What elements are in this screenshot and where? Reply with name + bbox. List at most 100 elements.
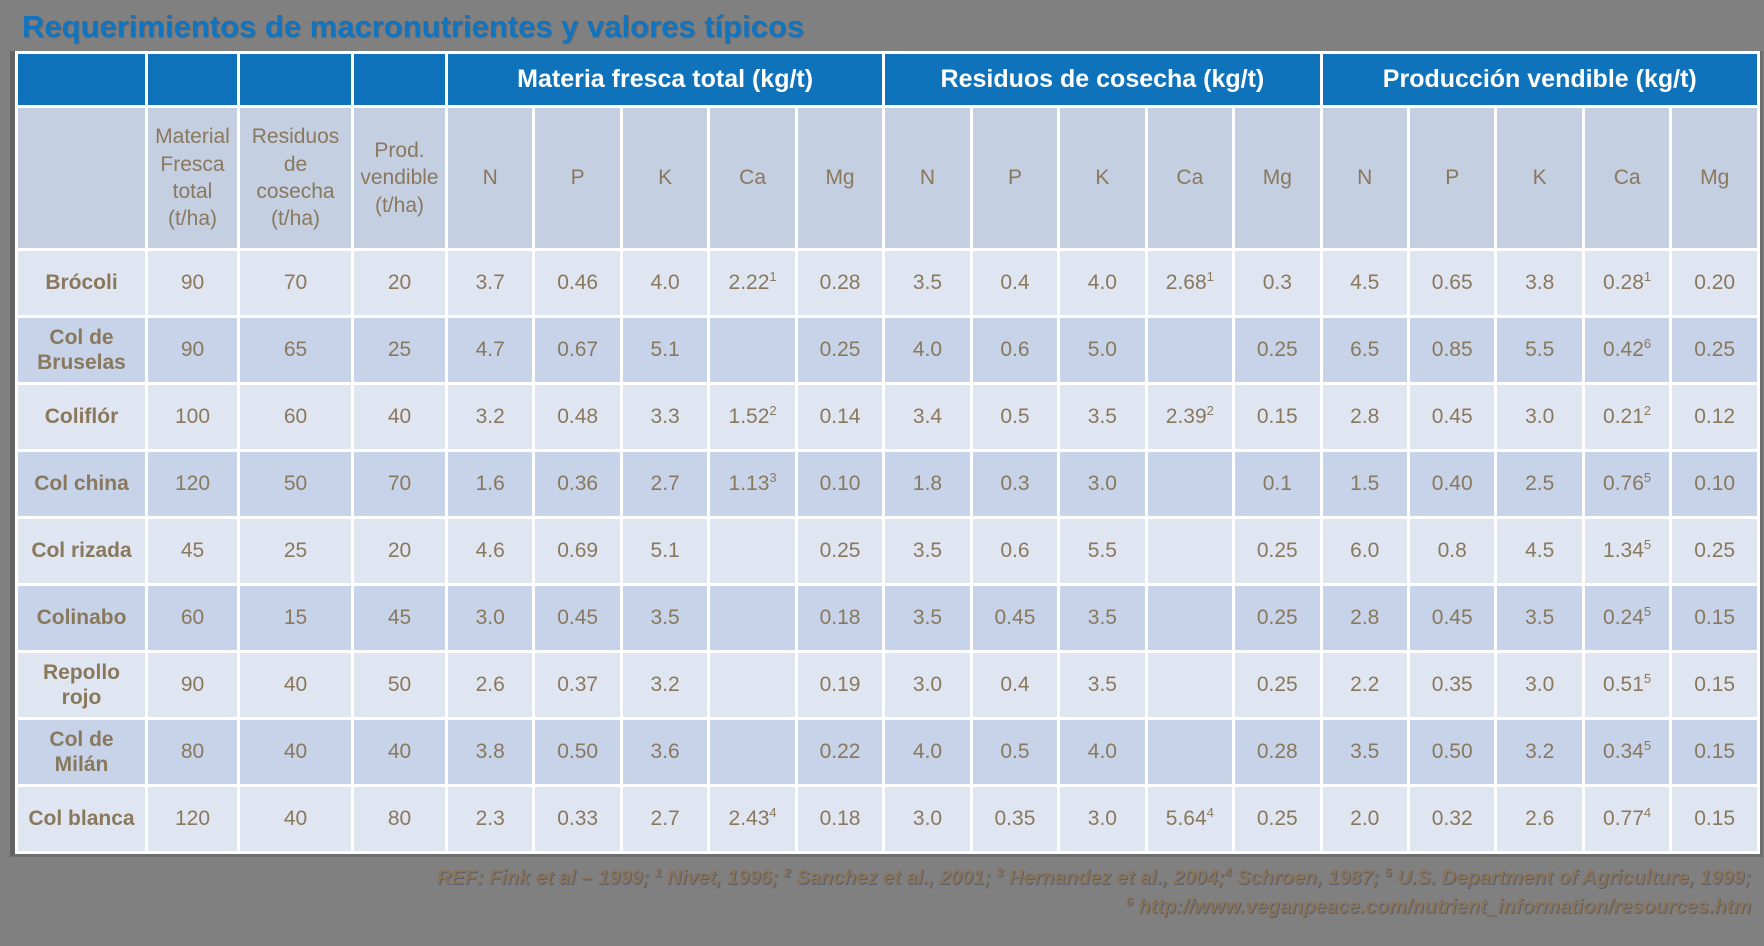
nutrient-header-p: P bbox=[969, 105, 1061, 251]
value-cell: 0.28 bbox=[794, 248, 886, 318]
nutrient-header-mg: Mg bbox=[1232, 105, 1323, 251]
value-cell: 0.35 bbox=[1406, 650, 1498, 720]
column-header-row: Material Fresca total (t/ha) Residuos de… bbox=[15, 105, 1760, 251]
value-cell: 0.40 bbox=[1406, 449, 1498, 519]
area-header-prod-vendible: Prod. vendible (t/ha) bbox=[351, 105, 448, 251]
value-cell: 3.5 bbox=[1057, 650, 1148, 720]
value-cell: 0.25 bbox=[1232, 583, 1323, 653]
value-cell: 4.0 bbox=[619, 248, 711, 318]
corner-cell bbox=[237, 51, 354, 108]
nutrient-table-wrapper: Materia fresca total (kg/t) Residuos de … bbox=[10, 51, 1763, 857]
value-cell: 2.0 bbox=[1319, 784, 1410, 854]
value-cell bbox=[707, 583, 798, 653]
value-cell: 5.0 bbox=[1057, 315, 1148, 385]
value-cell: 0.19 bbox=[794, 650, 886, 720]
value-cell: 20 bbox=[351, 248, 448, 318]
value-cell: 2.8 bbox=[1319, 583, 1410, 653]
value-cell: 0.5 bbox=[969, 717, 1061, 787]
value-cell: 1.5 bbox=[1319, 449, 1410, 519]
value-cell: 0.33 bbox=[532, 784, 623, 854]
nutrient-header-n: N bbox=[444, 105, 536, 251]
value-cell: 0.3 bbox=[969, 449, 1061, 519]
crop-name-cell: Col de Milán bbox=[15, 717, 148, 787]
value-cell: 0.22 bbox=[794, 717, 886, 787]
value-cell: 0.18 bbox=[794, 583, 886, 653]
value-cell: 0.37 bbox=[532, 650, 623, 720]
area-header-residuos: Residuos de cosecha (t/ha) bbox=[237, 105, 354, 251]
value-cell: 20 bbox=[351, 516, 448, 586]
value-cell: 80 bbox=[351, 784, 448, 854]
value-cell: 25 bbox=[237, 516, 354, 586]
value-cell: 0.5 bbox=[969, 382, 1061, 452]
value-cell: 2.434 bbox=[707, 784, 798, 854]
value-cell: 120 bbox=[145, 784, 240, 854]
value-cell: 3.5 bbox=[1494, 583, 1585, 653]
value-cell: 40 bbox=[237, 784, 354, 854]
value-cell: 1.345 bbox=[1581, 516, 1673, 586]
value-cell: 3.0 bbox=[444, 583, 536, 653]
value-cell: 2.6 bbox=[1494, 784, 1585, 854]
value-cell: 0.67 bbox=[532, 315, 623, 385]
value-cell: 60 bbox=[145, 583, 240, 653]
value-cell: 4.0 bbox=[882, 315, 973, 385]
value-cell: 1.8 bbox=[882, 449, 973, 519]
value-cell: 120 bbox=[145, 449, 240, 519]
value-cell: 3.4 bbox=[882, 382, 973, 452]
value-cell: 0.15 bbox=[1232, 382, 1323, 452]
value-cell: 0.15 bbox=[1669, 583, 1760, 653]
value-cell: 1.522 bbox=[707, 382, 798, 452]
table-row: Colinabo 60 15 45 3.0 0.45 3.5 0.18 3.5 0.45 3.5 0.… bbox=[15, 583, 1760, 653]
value-cell: 2.8 bbox=[1319, 382, 1410, 452]
value-cell: 0.515 bbox=[1581, 650, 1673, 720]
value-cell: 0.6 bbox=[969, 315, 1061, 385]
nutrient-header-k: K bbox=[1494, 105, 1585, 251]
value-cell: 0.48 bbox=[532, 382, 623, 452]
value-cell: 3.0 bbox=[882, 650, 973, 720]
nutrient-header-ca: Ca bbox=[1581, 105, 1673, 251]
value-cell: 40 bbox=[237, 650, 354, 720]
value-cell: 3.8 bbox=[1494, 248, 1585, 318]
nutrient-header-k: K bbox=[1057, 105, 1148, 251]
value-cell: 15 bbox=[237, 583, 354, 653]
value-cell: 0.6 bbox=[969, 516, 1061, 586]
value-cell: 5.5 bbox=[1057, 516, 1148, 586]
crop-name-cell: Col blanca bbox=[15, 784, 148, 854]
value-cell: 0.281 bbox=[1581, 248, 1673, 318]
group-header-materia-fresca: Materia fresca total (kg/t) bbox=[444, 51, 886, 108]
value-cell: 0.46 bbox=[532, 248, 623, 318]
value-cell: 0.245 bbox=[1581, 583, 1673, 653]
value-cell: 0.25 bbox=[1232, 315, 1323, 385]
value-cell: 3.0 bbox=[1057, 449, 1148, 519]
value-cell: 6.5 bbox=[1319, 315, 1410, 385]
value-cell: 5.644 bbox=[1144, 784, 1236, 854]
value-cell: 0.10 bbox=[1669, 449, 1760, 519]
value-cell: 50 bbox=[351, 650, 448, 720]
references-line2: 6 http://www.veganpeace.com/nutrient_inf… bbox=[1125, 894, 1751, 918]
value-cell: 0.15 bbox=[1669, 717, 1760, 787]
value-cell: 0.35 bbox=[969, 784, 1061, 854]
table-row: Col china 120 50 70 1.6 0.36 2.7 1.133 0.10 1.8 0.… bbox=[15, 449, 1760, 519]
value-cell: 0.25 bbox=[1232, 516, 1323, 586]
value-cell: 0.15 bbox=[1669, 784, 1760, 854]
value-cell: 90 bbox=[145, 650, 240, 720]
value-cell: 0.10 bbox=[794, 449, 886, 519]
crop-name-cell: Repollo rojo bbox=[15, 650, 148, 720]
crop-name-cell: Col rizada bbox=[15, 516, 148, 586]
value-cell bbox=[1144, 717, 1236, 787]
value-cell: 3.5 bbox=[1057, 583, 1148, 653]
value-cell: 2.3 bbox=[444, 784, 536, 854]
value-cell: 3.6 bbox=[619, 717, 711, 787]
value-cell: 2.2 bbox=[1319, 650, 1410, 720]
value-cell: 0.45 bbox=[969, 583, 1061, 653]
references: REF: Fink et al – 1999; 1 Nivet, 1996; 2… bbox=[10, 864, 1755, 922]
value-cell: 90 bbox=[145, 248, 240, 318]
group-header-row: Materia fresca total (kg/t) Residuos de … bbox=[15, 51, 1761, 108]
table-row: Col rizada 45 25 20 4.6 0.69 5.1 0.25 3.5 0.6 5.5 0… bbox=[15, 516, 1760, 586]
value-cell: 90 bbox=[145, 315, 240, 385]
value-cell: 3.0 bbox=[1494, 382, 1585, 452]
value-cell: 2.392 bbox=[1144, 382, 1236, 452]
value-cell: 3.8 bbox=[444, 717, 536, 787]
value-cell: 0.25 bbox=[1669, 516, 1760, 586]
value-cell: 0.12 bbox=[1669, 382, 1760, 452]
value-cell: 3.0 bbox=[882, 784, 973, 854]
